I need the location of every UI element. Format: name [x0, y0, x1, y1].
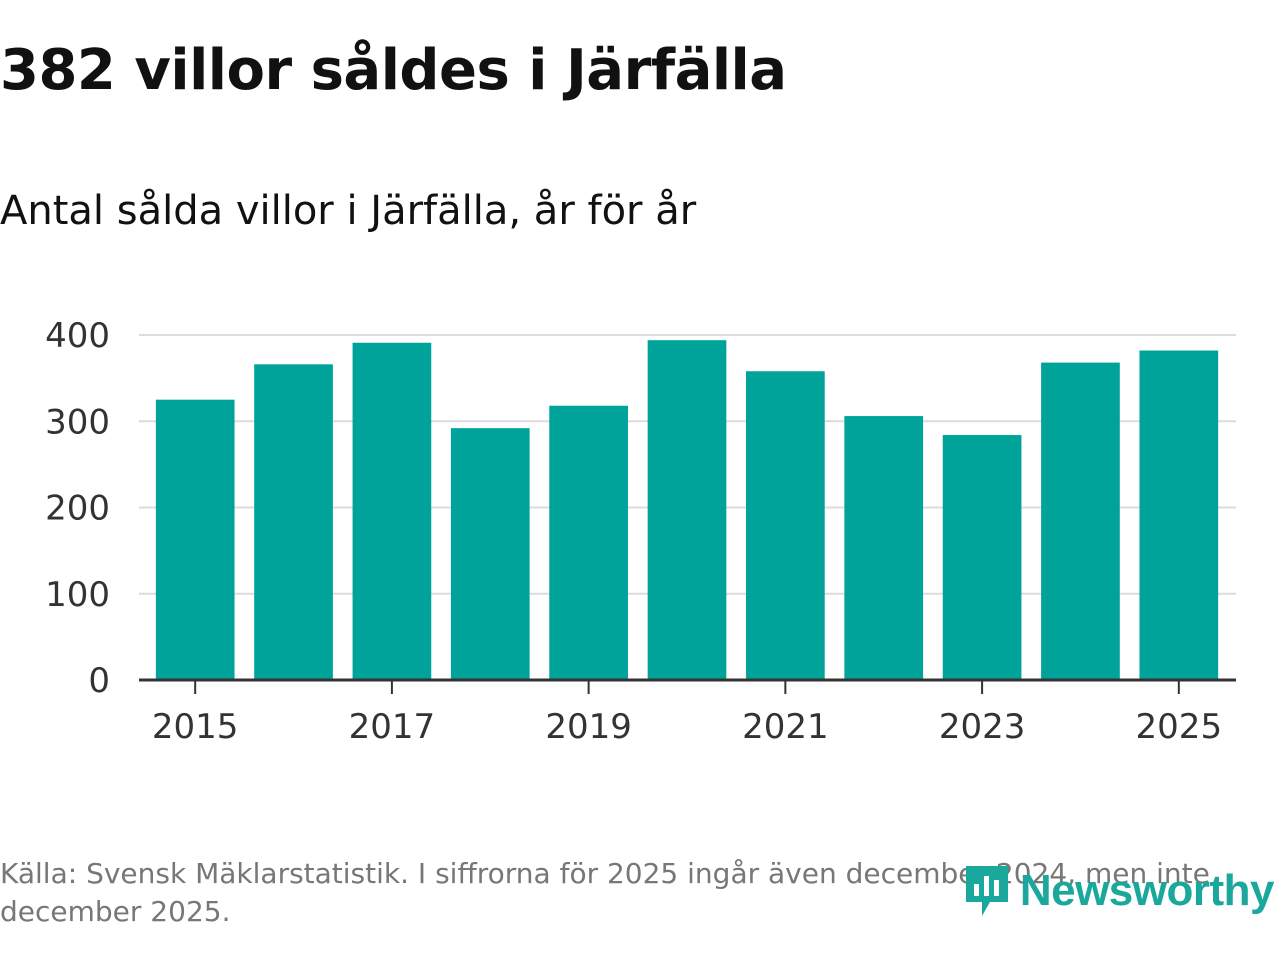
y-tick-label: 200: [45, 489, 110, 529]
bar-2018: [450, 428, 530, 680]
y-axis-labels: 0 100 200 300 400: [45, 316, 110, 701]
y-tick-label: 0: [88, 661, 110, 701]
chart-subtitle: Antal sålda villor i Järfälla, år för år: [0, 188, 697, 234]
bar-2015: [155, 399, 235, 680]
y-tick-label: 100: [45, 575, 110, 615]
chart-title: 382 villor såldes i Järfälla: [0, 38, 787, 103]
x-tick-label: 2023: [939, 707, 1026, 747]
bar-2023: [942, 435, 1022, 680]
x-axis-ticks: 2015 2017 2019 2021 2023 2025: [152, 680, 1222, 747]
x-tick-label: 2021: [742, 707, 829, 747]
x-tick-label: 2015: [152, 707, 239, 747]
x-tick-label: 2019: [545, 707, 632, 747]
logo-text: Newsworthy: [1019, 866, 1275, 915]
y-tick-label: 400: [45, 316, 110, 356]
bar-2021: [746, 371, 825, 680]
bar-2020: [647, 340, 727, 680]
y-tick-label: 300: [45, 402, 110, 442]
bars: [155, 340, 1219, 680]
bar-2017: [352, 342, 432, 680]
newsworthy-logo[interactable]: Newsworthy: [962, 862, 1275, 920]
bar-2024: [1041, 362, 1120, 680]
source-note: Källa: Svensk Mäklarstatistik. I siffror…: [0, 857, 1210, 928]
newsworthy-logo-icon: [965, 866, 1008, 916]
bar-2019: [549, 405, 628, 680]
x-tick-label: 2017: [349, 707, 436, 747]
bar-2025: [1139, 350, 1219, 680]
x-tick-label: 2025: [1136, 707, 1223, 747]
bar-2016: [254, 364, 333, 680]
bar-2022: [844, 416, 924, 680]
bar-chart: 0 100 200 300 400 2015 2017 2019 2021 2023 2025: [45, 316, 1236, 747]
